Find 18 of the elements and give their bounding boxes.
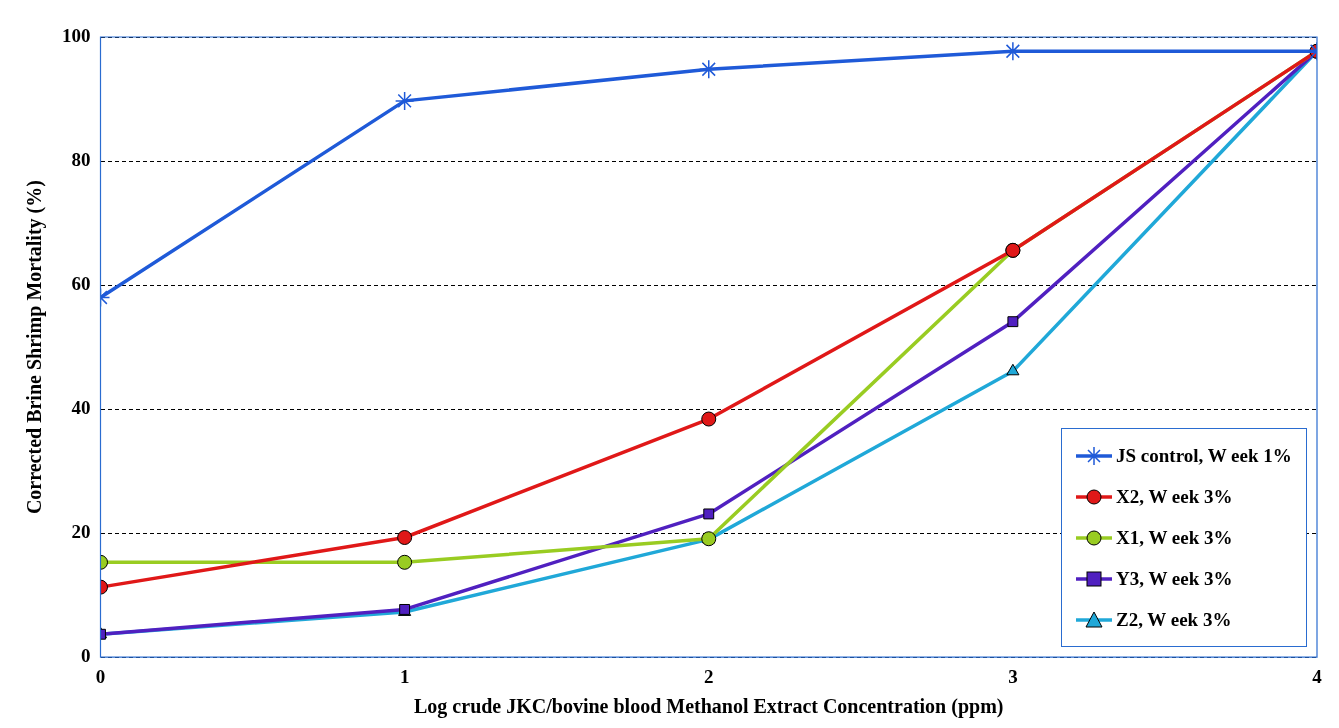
y-tick-label: 40 — [71, 397, 91, 419]
x-tick-label: 4 — [1312, 665, 1323, 687]
y-tick-label: 60 — [71, 272, 91, 294]
y-axis-title: Corrected Brine Shrimp Mortality (%) — [23, 180, 47, 515]
x-tick-label: 2 — [704, 665, 714, 687]
y-tick-label: 100 — [62, 24, 91, 46]
legend-label: JS control, W eek 1% — [1116, 444, 1292, 467]
y-tick-label: 0 — [81, 645, 91, 667]
y-tick-label: 80 — [71, 148, 91, 170]
x-tick-label: 0 — [95, 665, 106, 687]
x-axis-title: Log crude JKC/bovine blood Methanol Extract Concentration (ppm) — [414, 695, 1004, 719]
x-tick-label: 1 — [399, 665, 410, 687]
legend-label: X2, W eek 3% — [1116, 485, 1233, 508]
y-tick-label: 20 — [71, 521, 91, 543]
x-tick-label: 3 — [1008, 665, 1018, 687]
legend-label: Z2, W eek 3% — [1116, 608, 1232, 631]
legend-label: Y3, W eek 3% — [1116, 567, 1233, 590]
legend-label: X1, W eek 3% — [1116, 526, 1233, 549]
